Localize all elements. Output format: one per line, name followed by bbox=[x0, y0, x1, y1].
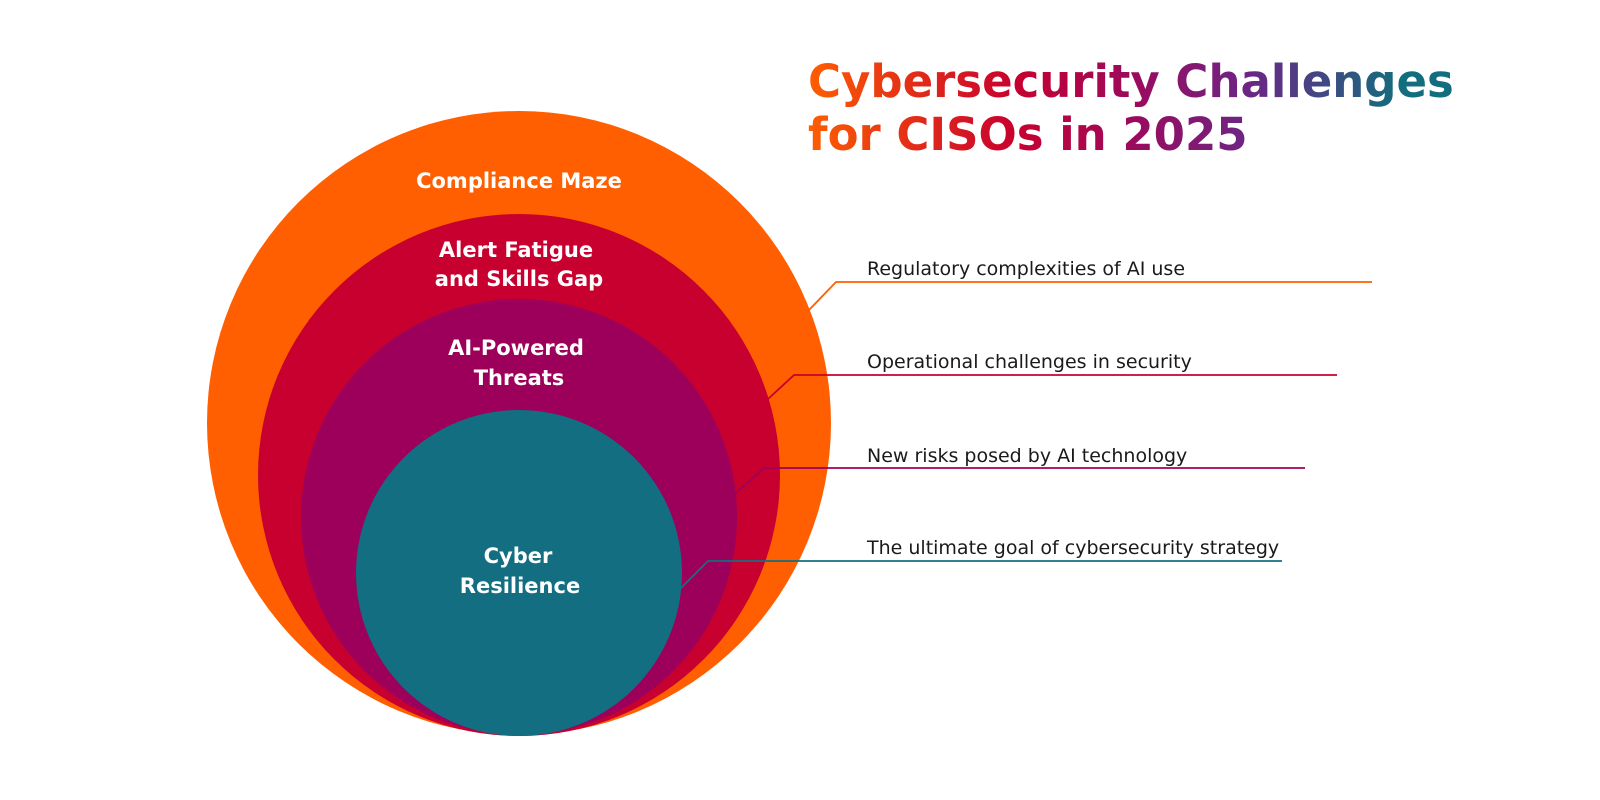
label-alert-fatigue-line-1: Alert Fatigue bbox=[439, 238, 593, 262]
label-compliance-maze: Compliance Maze bbox=[416, 169, 622, 193]
label-ai-powered-threats-line-1: AI-Powered bbox=[448, 336, 584, 360]
label-cyber-resilience-line-2: Resilience bbox=[460, 574, 580, 598]
circle-cyber-resilience bbox=[356, 410, 682, 736]
callout-line-alert bbox=[766, 374, 1337, 401]
callout-line-resilience bbox=[679, 560, 1282, 590]
callout-text-alert: Operational challenges in security bbox=[867, 351, 1192, 373]
title-line-1: Cybersecurity Challenges bbox=[808, 55, 1454, 108]
callout-text-threats: New risks posed by AI technology bbox=[867, 445, 1187, 467]
callout-line-compliance bbox=[807, 281, 1372, 312]
callout-line-threats bbox=[734, 467, 1305, 495]
label-cyber-resilience-line-1: Cyber bbox=[484, 544, 553, 568]
callout-text-compliance: Regulatory complexities of AI use bbox=[867, 258, 1185, 280]
title-line-2: for CISOs in 2025 bbox=[808, 108, 1248, 161]
callout-text-resilience: The ultimate goal of cybersecurity strat… bbox=[866, 537, 1279, 559]
label-ai-powered-threats-line-2: Threats bbox=[474, 366, 565, 390]
label-alert-fatigue-line-2: and Skills Gap bbox=[435, 267, 603, 291]
